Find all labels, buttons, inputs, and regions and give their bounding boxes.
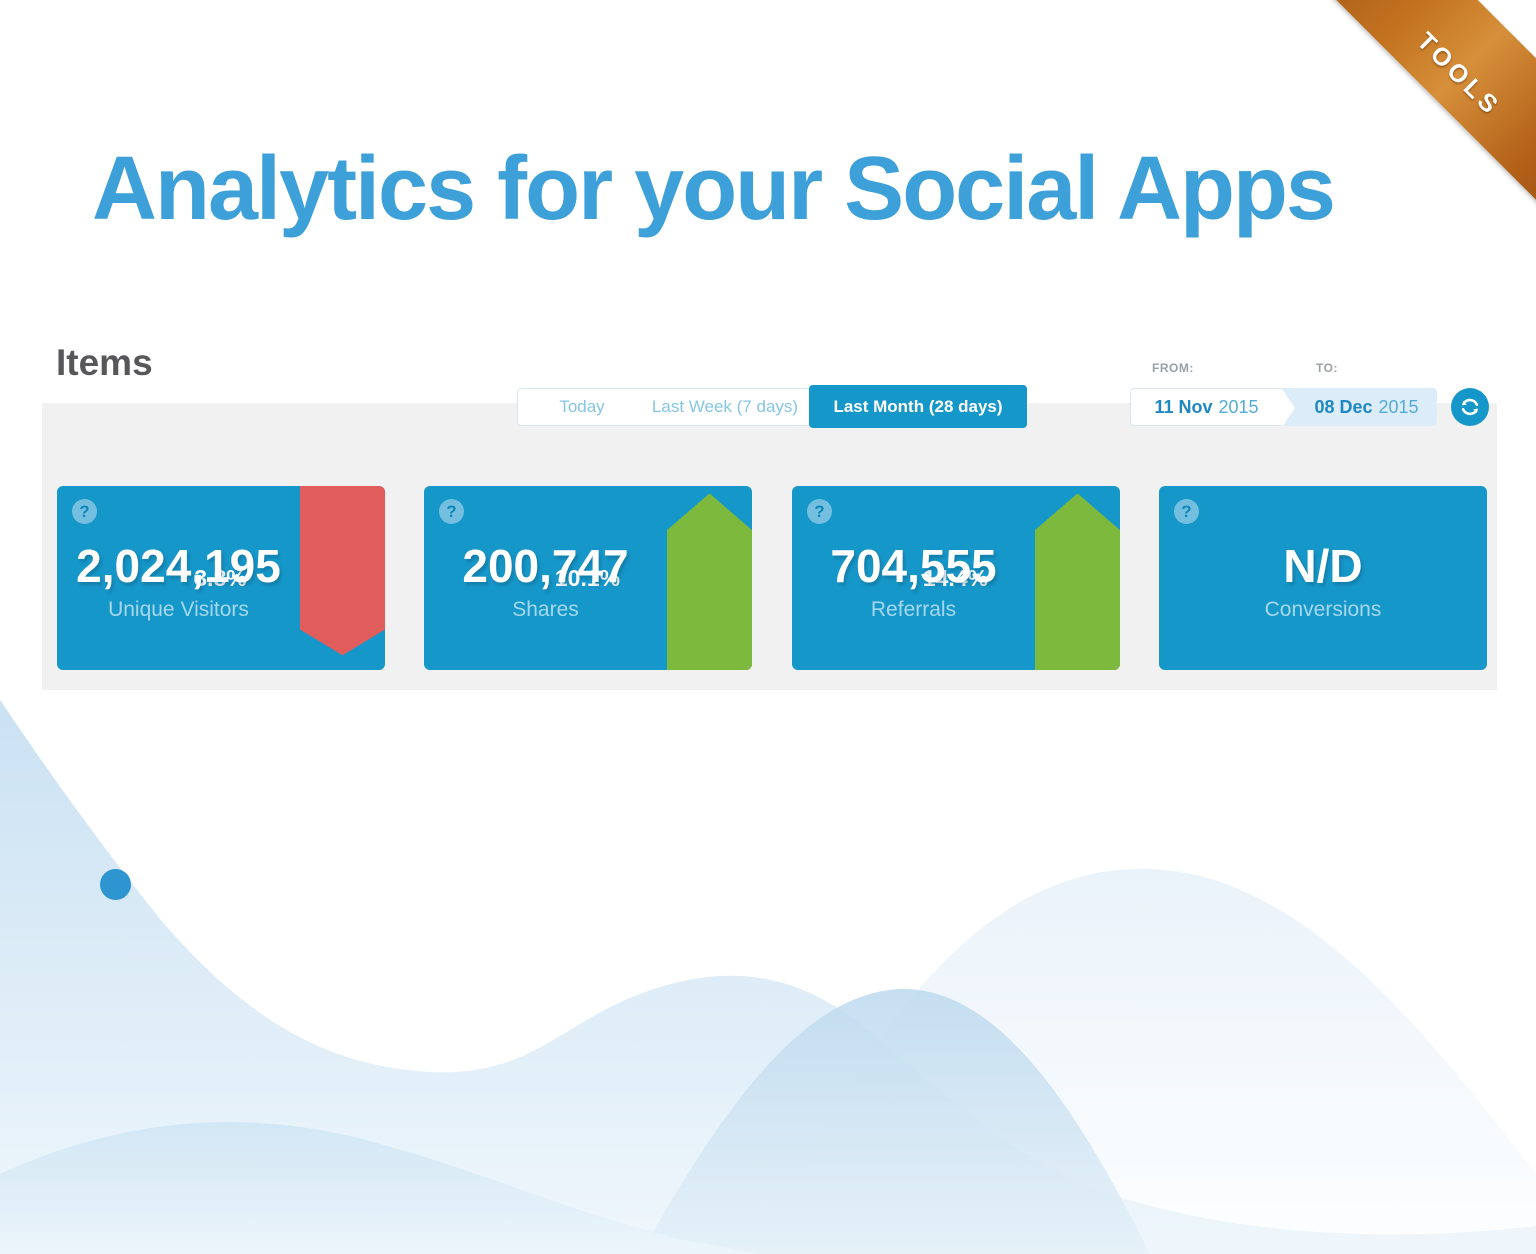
- metric-value: 2,024,195: [76, 540, 281, 593]
- refresh-icon: [1459, 396, 1481, 418]
- metric-label: Referrals: [870, 597, 957, 621]
- question-mark-icon[interactable]: ?: [807, 499, 832, 524]
- from-date-day-month: 11 Nov: [1154, 396, 1213, 417]
- to-date-year: 2015: [1378, 396, 1419, 417]
- metric-label: Conversions: [1264, 597, 1382, 621]
- metric-card-referrals: ? 704,555 Referrals 14.4%: [792, 486, 1120, 670]
- page-title: Analytics for your Social Apps: [92, 139, 1336, 239]
- question-mark-icon[interactable]: ?: [72, 499, 97, 524]
- decorative-waves: [0, 700, 1536, 1254]
- trend-up-arrow-icon: [667, 493, 752, 670]
- from-label: FROM:: [1152, 361, 1194, 375]
- to-date-picker[interactable]: 08 Dec 2015: [1282, 388, 1437, 426]
- trend-down-arrow-icon: [300, 486, 385, 656]
- metric-value: N/D: [1283, 540, 1363, 593]
- metric-card-conversions: ? N/D Conversions: [1159, 486, 1487, 670]
- from-date-year: 2015: [1218, 396, 1259, 417]
- tab-last-month-active[interactable]: Last Month (28 days): [809, 385, 1027, 428]
- question-mark-icon[interactable]: ?: [1174, 499, 1199, 524]
- metric-card-shares: ? 200,747 Shares 10.1%: [424, 486, 752, 670]
- metric-change: 10.1%: [554, 565, 621, 591]
- tab-last-week[interactable]: Last Week (7 days): [651, 397, 799, 416]
- from-date-picker[interactable]: 11 Nov 2015: [1130, 388, 1295, 427]
- metric-change: 14.4%: [922, 565, 989, 591]
- to-date-day-month: 08 Dec: [1314, 396, 1373, 417]
- refresh-button[interactable]: [1451, 388, 1489, 426]
- metric-label: Unique Visitors: [108, 597, 249, 621]
- to-label: TO:: [1316, 361, 1338, 375]
- tab-today[interactable]: Today: [559, 397, 605, 416]
- metric-change: 3.8%: [194, 565, 247, 591]
- tools-ribbon-label: TOOLS: [1411, 26, 1507, 122]
- metric-card-unique-visitors: ? 2,024,195 Unique Visitors 3.8%: [57, 486, 385, 670]
- trend-up-arrow-icon: [1035, 493, 1120, 670]
- wave-dot: [100, 869, 131, 900]
- metric-value: 704,555: [830, 540, 997, 593]
- metric-label: Shares: [512, 597, 579, 621]
- section-heading: Items: [56, 342, 153, 383]
- metric-value: 200,747: [462, 540, 629, 593]
- question-mark-icon[interactable]: ?: [439, 499, 464, 524]
